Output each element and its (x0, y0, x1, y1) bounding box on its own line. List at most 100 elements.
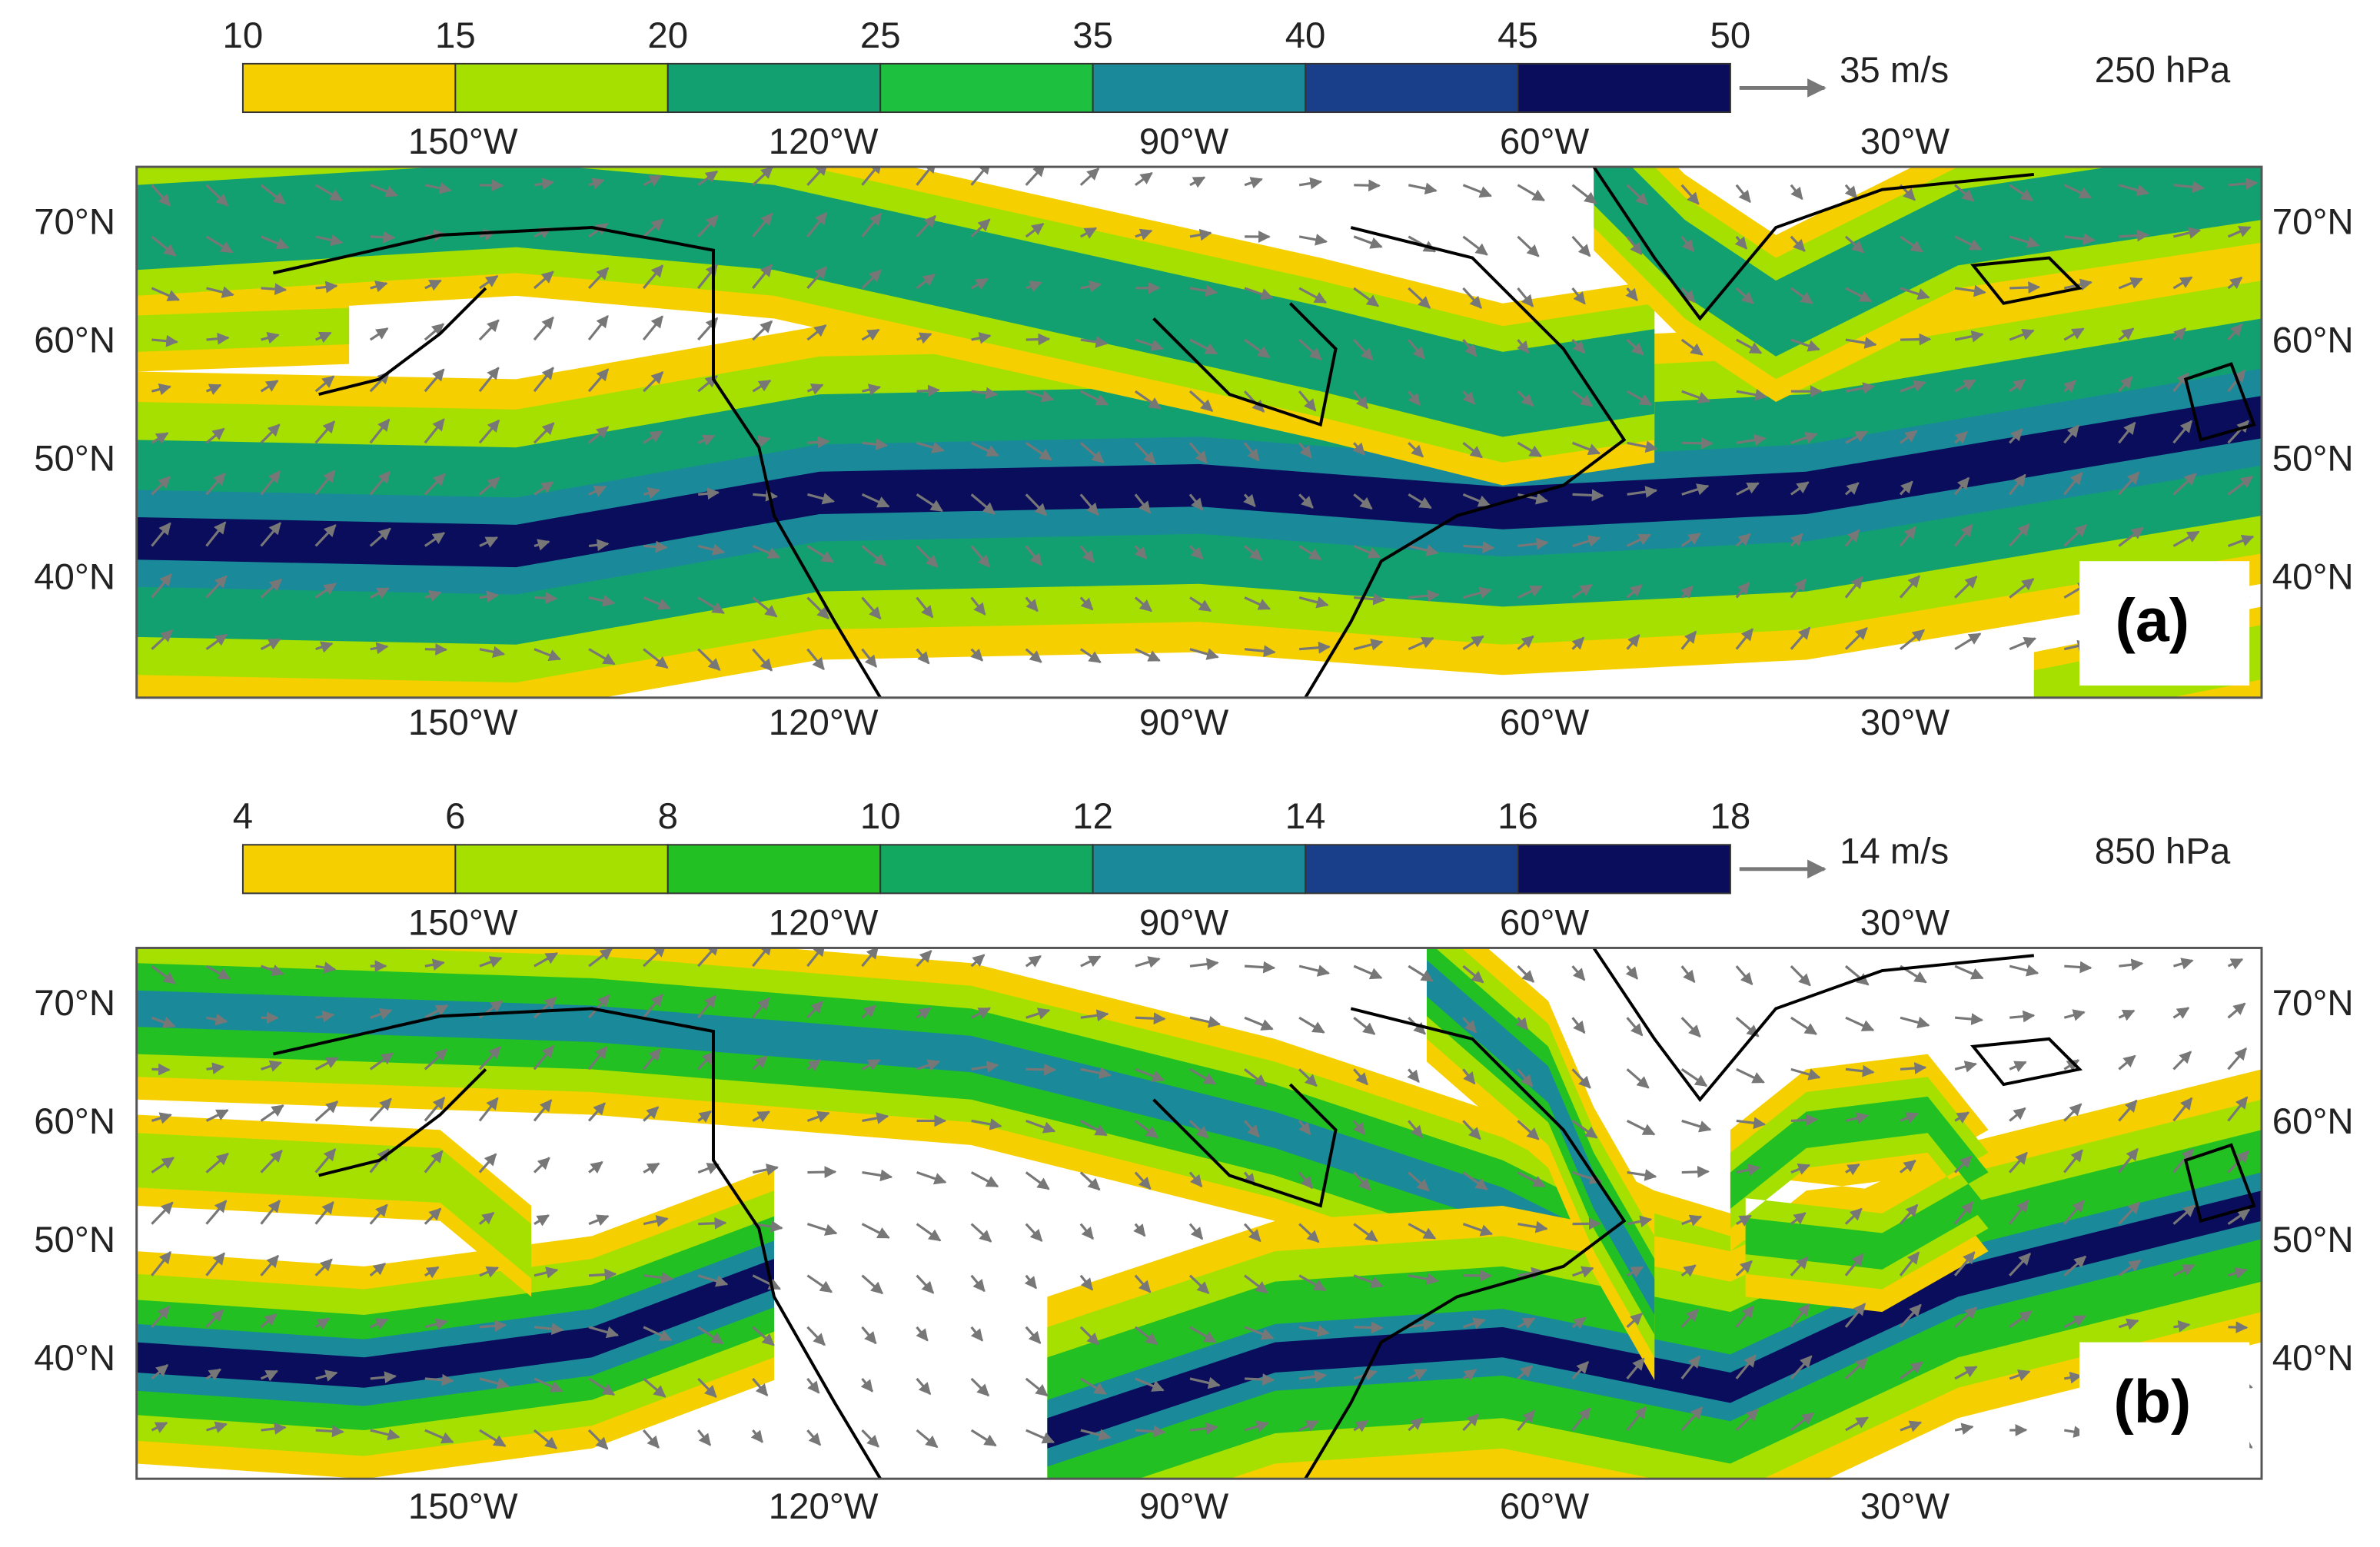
wind-vector (1790, 1163, 1811, 1175)
wind-vector (151, 1112, 172, 1124)
wind-vector (1353, 639, 1384, 651)
wind-vector (1626, 1357, 1645, 1379)
wind-vector (752, 1326, 775, 1346)
wind-vector (1627, 1215, 1653, 1228)
wind-vector (861, 596, 882, 620)
wind-vector (1298, 1274, 1327, 1292)
lat-label-left: 70°N (34, 202, 115, 243)
wind-vector (1244, 1068, 1268, 1087)
lat-label-right: 40°N (2272, 556, 2354, 597)
wind-vector (315, 331, 332, 344)
wind-vector (1299, 641, 1331, 654)
wind-vector (205, 427, 225, 444)
wind-vector (1135, 648, 1161, 662)
wind-vector (1517, 235, 1540, 257)
wind-vector (260, 1254, 279, 1276)
wind-vector (588, 178, 605, 190)
wind-vector (971, 1061, 999, 1073)
wind-vector (1899, 1203, 1919, 1225)
wind-vector (205, 964, 231, 981)
wind-vector (916, 1171, 947, 1185)
wind-vector (1735, 628, 1754, 650)
wind-vector (916, 1007, 932, 1020)
panel-label-box (2079, 561, 2250, 686)
wind-vector (2063, 1009, 2086, 1021)
wind-vector (1080, 390, 1109, 406)
wind-vector (1025, 648, 1042, 663)
wind-vector (697, 994, 717, 1019)
wind-vector (916, 214, 936, 237)
wind-vector (916, 273, 936, 290)
wind-vector (1135, 1067, 1165, 1082)
lon-label-bottom: 120°W (769, 702, 879, 743)
wind-vector (2063, 1314, 2087, 1329)
wind-vector (2118, 471, 2140, 496)
wind-vector (1188, 493, 1204, 511)
wind-vector (588, 1214, 610, 1227)
wind-vector (861, 648, 878, 668)
wind-vector (151, 1251, 172, 1276)
wind-vector (2173, 181, 2205, 194)
colorbar-tick-label: 16 (1497, 796, 1538, 837)
wind-vector (2172, 530, 2200, 547)
wind-vector (697, 1163, 720, 1174)
wind-vector (1025, 1223, 1043, 1242)
lat-label-right: 60°N (2272, 1101, 2354, 1142)
wind-vector (260, 578, 283, 599)
wind-vector (970, 167, 991, 186)
wind-vector (2063, 1255, 2087, 1276)
wind-vector (2009, 1252, 2031, 1276)
wind-vector (1080, 955, 1102, 968)
wind-vector (752, 379, 772, 393)
wind-vector (807, 1166, 837, 1178)
wind-vector (1790, 1114, 1819, 1127)
wind-vector (587, 994, 610, 1019)
wind-vector (1353, 1274, 1384, 1288)
wind-vector (1188, 1274, 1210, 1294)
wind-vector (1790, 1412, 1815, 1432)
wind-vector (424, 1373, 454, 1386)
wind-vector (1189, 228, 1212, 241)
wind-vector (1134, 442, 1156, 465)
wind-vector (588, 1377, 616, 1396)
wind-vector (1463, 541, 1495, 553)
wind-vector (1134, 596, 1152, 612)
wind-vector (1955, 1013, 1984, 1025)
wind-vector (1353, 1223, 1378, 1243)
colorbar-segment (1092, 62, 1307, 114)
wind-vector (478, 1097, 499, 1122)
wind-vector (533, 271, 554, 290)
wind-vector (1353, 390, 1369, 410)
wind-vector (1845, 382, 1876, 394)
wind-vector (260, 423, 281, 444)
wind-vector (205, 472, 226, 496)
wind-vector (260, 1104, 284, 1122)
wind-vector (314, 1148, 337, 1174)
wind-vector (1135, 956, 1161, 968)
wind-vector (970, 1171, 999, 1188)
wind-vector (1244, 596, 1271, 610)
wind-vector (697, 1377, 717, 1398)
wind-vector (424, 418, 445, 444)
wind-vector (1244, 545, 1263, 561)
wind-vector (1790, 481, 1810, 496)
wind-vector (1680, 1017, 1701, 1037)
wind-vector (315, 234, 344, 247)
wind-vector (1462, 184, 1492, 198)
wind-vector (1462, 1120, 1481, 1140)
wind-vector (2118, 1201, 2141, 1225)
wind-vector (2008, 1200, 2029, 1225)
wind-vector (2064, 1371, 2082, 1384)
wind-vector (1244, 1420, 1269, 1432)
wind-vector (916, 1429, 939, 1449)
wind-vector (2228, 1321, 2249, 1333)
wind-vector (1736, 1214, 1752, 1227)
wind-vector (1408, 1171, 1430, 1192)
wind-vector (2172, 1051, 2192, 1071)
wind-vector (205, 1309, 224, 1328)
wind-vector (370, 1429, 401, 1441)
wind-vector (2172, 276, 2193, 290)
wind-vector (1626, 533, 1651, 547)
wind-speed-contour (136, 1259, 774, 1388)
wind-vector (2173, 1320, 2191, 1333)
